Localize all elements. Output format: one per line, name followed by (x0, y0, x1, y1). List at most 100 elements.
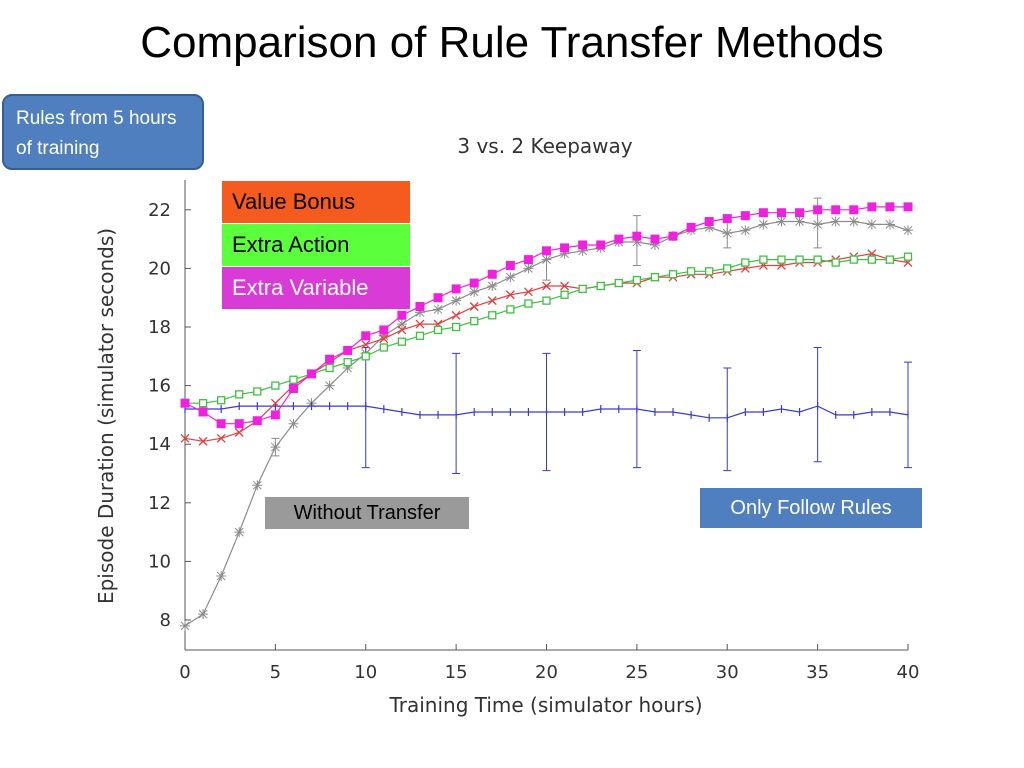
data-point (740, 225, 751, 236)
data-point (216, 396, 226, 405)
data-point (776, 216, 787, 227)
legend-extra-action: Extra Action (222, 224, 410, 266)
training-callout: Rules from 5 hours of training (2, 94, 204, 170)
data-point (867, 202, 877, 212)
data-point (884, 219, 895, 230)
data-point (379, 325, 389, 335)
data-point (198, 399, 208, 408)
only-follow-rules-label: Only Follow Rules (700, 488, 922, 528)
data-point (506, 305, 515, 314)
data-point (180, 398, 190, 408)
data-point (505, 272, 516, 283)
series-extra-variable (180, 202, 913, 429)
y-axis-label: Episode Duration (simulator seconds) (94, 228, 118, 604)
data-point (288, 418, 299, 429)
data-point (723, 264, 732, 273)
data-point (253, 387, 262, 396)
data-point (614, 278, 623, 288)
data-point (831, 258, 840, 267)
x-tick-label: 30 (716, 662, 739, 683)
chart-title: 3 vs. 2 Keepaway (457, 134, 632, 158)
data-point (903, 252, 913, 261)
x-axis-label: Training Time (simulator hours) (388, 693, 702, 717)
data-point (379, 334, 389, 344)
data-point (307, 369, 317, 379)
y-tick-label: 16 (148, 376, 171, 397)
data-point (542, 296, 551, 305)
y-tick-label: 22 (148, 200, 171, 221)
x-tick-label: 20 (535, 662, 558, 683)
data-point (378, 330, 389, 341)
data-point (523, 255, 533, 265)
data-point (885, 202, 895, 212)
data-point (831, 205, 841, 215)
data-point (451, 310, 461, 320)
data-point (234, 527, 245, 538)
data-point (758, 219, 769, 230)
data-point (433, 325, 443, 335)
data-point (541, 254, 552, 265)
y-tick-label: 8 (160, 610, 171, 631)
x-tick-label: 5 (270, 662, 281, 683)
data-point (505, 290, 515, 300)
data-point (812, 219, 823, 230)
data-point (198, 609, 209, 620)
series-layer (180, 197, 913, 631)
data-point (469, 278, 479, 288)
data-point (451, 322, 461, 332)
data-point (252, 416, 262, 426)
data-point (234, 419, 244, 429)
data-point (361, 340, 371, 350)
data-point (632, 275, 642, 285)
data-point (451, 295, 462, 306)
data-point (722, 228, 733, 239)
x-tick-label: 10 (354, 662, 377, 683)
x-tick-label: 35 (806, 662, 829, 683)
data-point (849, 205, 859, 215)
data-point (505, 260, 515, 270)
data-point (867, 255, 876, 264)
data-point (758, 208, 768, 218)
data-point (343, 358, 352, 367)
data-point (271, 381, 280, 390)
data-point (198, 407, 208, 417)
data-point (216, 433, 226, 443)
y-tick-label: 14 (148, 434, 171, 455)
data-point (686, 222, 696, 232)
data-point (704, 222, 715, 233)
data-point (650, 273, 660, 282)
data-point (216, 571, 227, 582)
data-point (361, 331, 371, 341)
data-point (270, 410, 280, 420)
data-point (596, 240, 606, 250)
data-point (722, 214, 732, 224)
data-point (560, 290, 569, 299)
data-point (650, 234, 660, 244)
data-point (469, 286, 480, 297)
x-tick-label: 40 (897, 662, 920, 683)
data-point (560, 243, 570, 253)
data-point (849, 255, 858, 264)
legend-value-bonus: Value Bonus (222, 181, 410, 223)
data-point (488, 311, 497, 320)
data-point (396, 319, 407, 330)
data-point (885, 255, 895, 264)
axes: 0 5 10 15 20 25 30 35 40 8 10 12 14 16 18 20 22 (148, 180, 919, 683)
data-point (542, 281, 551, 291)
data-point (451, 284, 461, 294)
data-point (234, 428, 244, 437)
series-extra-action (180, 252, 913, 408)
data-point (577, 245, 588, 256)
data-point (379, 343, 388, 352)
data-point (705, 267, 714, 276)
y-tick-label: 12 (148, 493, 171, 514)
slide-title: Comparison of Rule Transfer Methods (140, 18, 884, 67)
data-point (596, 281, 605, 291)
data-point (776, 208, 786, 218)
data-point (830, 216, 841, 227)
data-point (342, 363, 353, 374)
series-only-follow-rules (184, 347, 912, 474)
data-point (361, 352, 370, 361)
data-point (631, 237, 642, 248)
